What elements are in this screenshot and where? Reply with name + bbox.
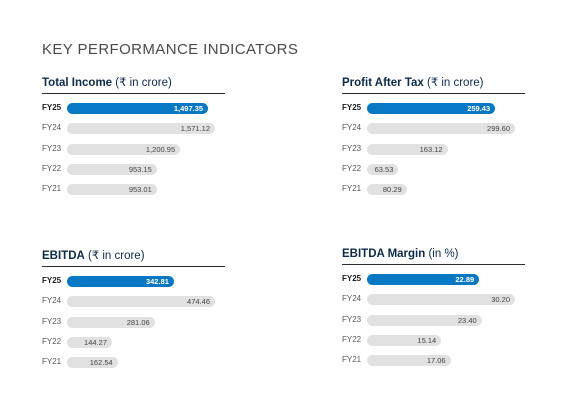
- category-label: FY23: [42, 316, 62, 326]
- bar: 474.46: [67, 296, 215, 308]
- bar: 163.12: [367, 143, 448, 155]
- panel-title: EBITDA Margin (in %): [342, 248, 525, 265]
- category-label: FY24: [342, 294, 362, 304]
- bar: 1,497.35: [67, 103, 209, 114]
- bar-value-label: 163.12: [419, 144, 443, 154]
- bar-row-fy22: FY22 15.14: [342, 334, 525, 348]
- bar-value-label: 299.60: [487, 124, 510, 134]
- bar-value-label: 22.89: [455, 275, 475, 284]
- panel-title-bold: EBITDA Margin: [342, 248, 426, 260]
- bar-row-fy25: FY25 22.89: [342, 273, 525, 287]
- category-label: FY25: [42, 276, 62, 285]
- bar-row-fy22: FY22 144.27: [42, 336, 225, 350]
- bar-value-label: 1,200.95: [145, 144, 176, 154]
- profit-after-tax-panel: Profit After Tax (₹ in crore) FY25 259.43…: [342, 75, 525, 196]
- bar-value-label: 63.53: [374, 164, 394, 174]
- category-label: FY22: [342, 163, 362, 173]
- bar: 162.54: [67, 357, 118, 369]
- bar: 281.06: [67, 316, 155, 328]
- bar: 342.81: [67, 276, 174, 287]
- bar: 144.27: [67, 336, 112, 348]
- bar-value-label: 80.29: [382, 185, 402, 195]
- panel-title-unit: (in %): [425, 248, 459, 260]
- total-income-panel: Total Income (₹ in crore) FY25 1,497.35 FY…: [42, 75, 225, 196]
- panel-title-unit: (₹ in crore): [112, 77, 172, 89]
- bar-value-label: 15.14: [417, 335, 437, 345]
- bar-row-fy24: FY24 30.20: [342, 293, 525, 307]
- bar-row-fy25: FY25 342.81: [42, 275, 225, 289]
- bar-row-fy24: FY24 299.60: [342, 122, 525, 136]
- category-label: FY23: [342, 143, 362, 153]
- bar-value-label: 17.06: [426, 356, 446, 366]
- bar: 15.14: [367, 334, 442, 346]
- ebitda-margin-panel: EBITDA Margin (in %) FY25 22.89 FY24 30.20 F…: [342, 248, 525, 367]
- panel-title-bold: Total Income: [42, 77, 113, 89]
- bar: 63.53: [367, 163, 399, 175]
- bar-row-fy23: FY23 1,200.95: [42, 143, 225, 157]
- bar-value-label: 281.06: [126, 317, 150, 327]
- bar-value-label: 1,497.35: [173, 104, 204, 113]
- category-label: FY24: [342, 123, 362, 133]
- bar-value-label: 144.27: [84, 337, 107, 347]
- category-label: FY25: [42, 103, 62, 112]
- panel-title: Profit After Tax (₹ in crore): [342, 75, 525, 94]
- bar-row-fy22: FY22 63.53: [342, 163, 525, 177]
- bar-value-label: 23.40: [457, 315, 477, 325]
- bar-value-label: 30.20: [491, 295, 510, 305]
- bar: 30.20: [367, 294, 515, 306]
- category-label: FY24: [42, 123, 62, 133]
- panel-title: Total Income (₹ in crore): [42, 75, 225, 94]
- panel-title-bold: EBITDA: [42, 250, 85, 262]
- panel-title-unit: (₹ in crore): [84, 250, 145, 262]
- bar-row-fy25: FY25 259.43: [342, 102, 525, 116]
- bar: 1,571.12: [67, 123, 215, 135]
- category-label: FY25: [342, 103, 362, 112]
- bar: 953.15: [67, 163, 157, 175]
- bar-row-fy24: FY24 1,571.12: [42, 122, 225, 136]
- bar-value-label: 1,571.12: [180, 124, 210, 134]
- category-label: FY23: [342, 314, 362, 324]
- panel-title-bold: Profit After Tax: [342, 77, 424, 89]
- bar-row-fy21: FY21 953.01: [42, 183, 225, 197]
- bar: 259.43: [367, 103, 496, 114]
- bar-row-fy21: FY21 17.06: [342, 354, 525, 368]
- bar: 23.40: [367, 314, 482, 326]
- category-label: FY25: [342, 274, 362, 283]
- bar-value-label: 474.46: [187, 297, 210, 307]
- bar-row-fy25: FY25 1,497.35: [42, 102, 225, 116]
- bar: 17.06: [367, 355, 451, 367]
- bar-value-label: 162.54: [89, 358, 113, 368]
- category-label: FY21: [342, 184, 362, 194]
- category-label: FY21: [42, 357, 62, 367]
- bar-row-fy21: FY21 80.29: [342, 183, 525, 197]
- bar: 22.89: [367, 274, 480, 285]
- bar-row-fy22: FY22 953.15: [42, 163, 225, 177]
- bar-value-label: 953.01: [128, 185, 152, 195]
- bar-value-label: 342.81: [145, 277, 169, 286]
- category-label: FY21: [42, 184, 62, 194]
- bar: 953.01: [67, 184, 157, 196]
- bar-value-label: 259.43: [467, 104, 491, 113]
- category-label: FY21: [342, 355, 362, 365]
- page-title: KEY PERFORMANCE INDICATORS: [42, 41, 299, 58]
- category-label: FY22: [42, 336, 62, 346]
- bar: 299.60: [367, 123, 515, 135]
- bar-row-fy23: FY23 23.40: [342, 314, 525, 328]
- bar-row-fy23: FY23 281.06: [42, 316, 225, 330]
- ebitda-panel: EBITDA (₹ in crore) FY25 342.81 FY24 474.46…: [42, 248, 225, 369]
- panel-title: EBITDA (₹ in crore): [42, 248, 225, 267]
- category-label: FY24: [42, 296, 62, 306]
- category-label: FY22: [42, 163, 62, 173]
- bar: 1,200.95: [67, 143, 181, 155]
- bar-row-fy23: FY23 163.12: [342, 143, 525, 157]
- bar-value-label: 953.15: [128, 164, 152, 174]
- bar-row-fy21: FY21 162.54: [42, 356, 225, 370]
- category-label: FY23: [42, 143, 62, 153]
- bar-row-fy24: FY24 474.46: [42, 295, 225, 309]
- panel-title-unit: (₹ in crore): [423, 77, 484, 89]
- category-label: FY22: [342, 334, 362, 344]
- bar: 80.29: [367, 184, 407, 196]
